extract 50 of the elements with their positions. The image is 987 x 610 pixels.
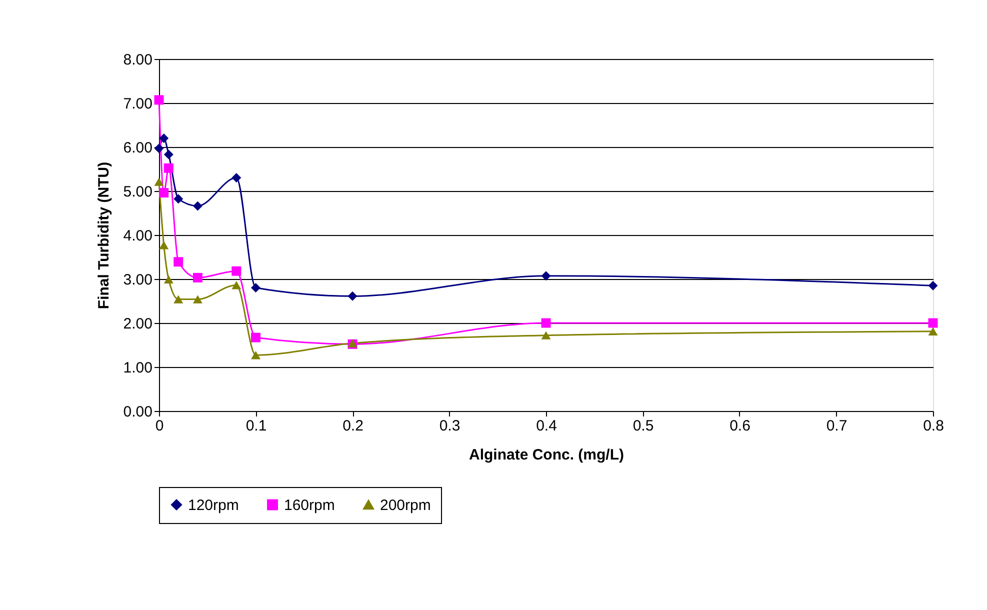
point: [232, 281, 242, 290]
point: [251, 283, 260, 293]
y-tick-label: 1.00: [123, 360, 152, 376]
x-axis-title: Alginate Conc. (mg/L): [469, 446, 624, 464]
legend-label: 200rpm: [380, 496, 431, 514]
y-tick-label: 4.00: [123, 228, 152, 244]
point: [348, 291, 358, 301]
x-tick-label: 0.6: [730, 418, 750, 434]
point: [164, 275, 174, 284]
point: [232, 173, 242, 183]
y-tick-label: 2.00: [123, 316, 152, 332]
x-tick-label: 0.4: [536, 418, 557, 434]
x-tick-label: 0.1: [246, 418, 267, 434]
point: [174, 295, 184, 304]
point: [159, 133, 169, 143]
point: [159, 188, 169, 198]
y-axis-title: Final Turbidity (NTU): [95, 162, 112, 310]
point: [174, 194, 184, 204]
point: [541, 271, 551, 281]
x-tick-label: 0.2: [342, 418, 364, 434]
point: [159, 241, 169, 250]
point: [251, 332, 260, 342]
point: [251, 351, 260, 360]
point: [154, 95, 164, 105]
point: [192, 272, 202, 282]
point: [541, 331, 551, 340]
point: [174, 257, 184, 267]
x-tick-label: 0.7: [826, 418, 848, 434]
point: [928, 280, 938, 290]
y-tick-label: 6.00: [123, 140, 152, 156]
y-tick-label: 0.00: [123, 404, 152, 420]
point: [164, 163, 174, 173]
point: [192, 295, 202, 304]
point: [192, 201, 202, 211]
y-tick-label: 5.00: [123, 184, 152, 200]
legend-label: 160rpm: [284, 496, 335, 514]
x-tick-label: 0: [155, 418, 164, 434]
point: [928, 318, 938, 328]
legend-label: 120rpm: [188, 496, 239, 514]
y-tick-label: 8.00: [123, 52, 152, 68]
x-tick-label: 0.8: [923, 418, 944, 434]
point: [154, 178, 164, 186]
x-tick-label: 0.3: [439, 418, 460, 434]
point: [541, 318, 551, 328]
point: [232, 266, 242, 276]
x-tick-label: 0.5: [632, 418, 654, 434]
y-tick-label: 3.00: [123, 272, 152, 288]
point: [164, 150, 174, 160]
point: [928, 327, 938, 336]
y-tick-label: 7.00: [123, 96, 152, 112]
